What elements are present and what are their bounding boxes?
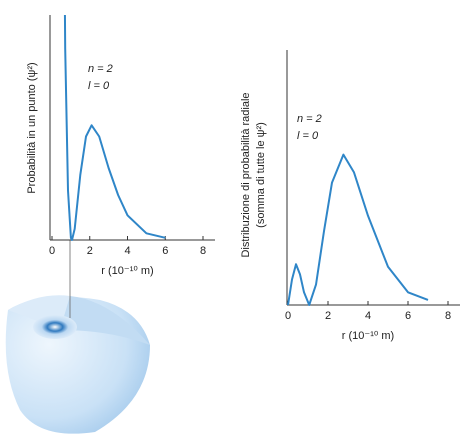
x-axis-label: r (10⁻¹⁰ m) (101, 265, 153, 277)
y-axis-label: (somma di tutte le ψ²) (255, 122, 267, 228)
x-tick-label: 8 (445, 310, 451, 322)
x-tick-label: 2 (325, 310, 331, 322)
annotation: n = 2 (297, 113, 322, 125)
annotation: l = 0 (297, 130, 319, 142)
sphere-illustration (5, 240, 151, 434)
x-tick-label: 0 (285, 310, 291, 322)
x-axis-label: r (10⁻¹⁰ m) (342, 330, 394, 342)
x-tick-label: 0 (49, 245, 55, 257)
x-tick-label: 6 (405, 310, 411, 322)
x-tick-label: 2 (87, 245, 93, 257)
curve (63, 15, 166, 241)
x-tick-label: 8 (200, 245, 206, 257)
annotation: n = 2 (88, 63, 113, 75)
y-axis-label: Distribuzione di probabilità radiale (240, 92, 252, 257)
x-tick-label: 4 (365, 310, 371, 322)
curve (287, 153, 429, 306)
y-axis-label: Probabilità in un punto (ψ²) (26, 62, 38, 193)
x-tick-label: 6 (162, 245, 168, 257)
x-tick-label: 4 (124, 245, 130, 257)
annotation: l = 0 (88, 80, 110, 92)
